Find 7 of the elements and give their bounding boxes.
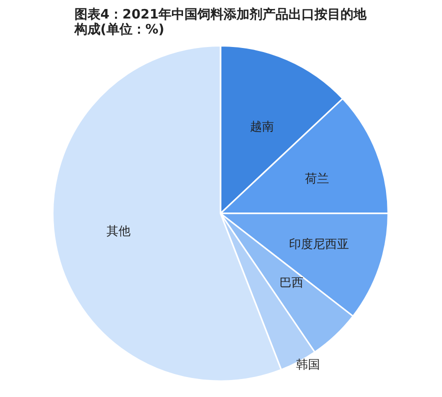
slice-label: 荷兰 bbox=[305, 172, 330, 186]
slice-label: 韩国 bbox=[296, 358, 320, 372]
slice-label: 巴西 bbox=[280, 275, 304, 290]
chart-title: 图表4：2021年中国饲料添加剂产品出口按目的地构成(单位：%) bbox=[73, 6, 368, 38]
slice-label: 其他 bbox=[106, 224, 130, 238]
slice-label: 越南 bbox=[250, 120, 274, 134]
slice-label: 印度尼西亚 bbox=[288, 237, 349, 252]
